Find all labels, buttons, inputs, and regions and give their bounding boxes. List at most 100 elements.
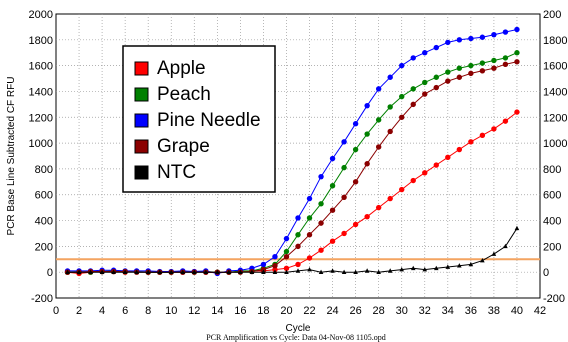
y-tick-label: 1400 [29,86,53,98]
data-point [399,62,405,69]
data-point [329,155,336,162]
data-point [468,35,474,42]
data-point [364,161,370,167]
data-point [387,195,393,202]
data-point [502,61,509,68]
data-point [514,59,520,65]
data-point [514,50,520,56]
y-tick-label-right: 200 [543,241,561,253]
data-point [387,128,393,135]
data-point [122,269,128,274]
data-point [283,253,290,260]
data-point [445,154,451,160]
data-point [410,265,416,271]
data-point [352,121,359,127]
data-point [307,267,312,272]
data-point [306,232,313,238]
data-point [456,37,463,43]
legend-swatch [134,113,149,128]
data-point [479,68,486,74]
x-tick-label: 8 [145,305,151,317]
data-point [375,204,382,211]
legend-swatch [134,61,149,76]
data-point [410,177,416,184]
data-point [491,57,497,64]
y-tick-label-right: 600 [543,190,561,202]
legend-label: Pine Needle [157,110,261,131]
data-point [180,269,186,274]
y-tick-label-right: 0 [543,267,549,279]
legend-label: NTC [157,162,196,183]
y-tick-label-right: 200 [543,9,561,21]
data-point [329,207,336,213]
data-point [456,146,463,153]
data-point [410,55,416,61]
x-tick-label: 38 [488,305,500,317]
x-tick-label: 10 [165,305,177,317]
series-line [67,228,518,273]
x-axis: 0 2 4 6 8 10 12 14 16 18 20 22 24 26 28 30 32 34 36 38 40 42 [53,305,546,317]
data-point [457,263,462,268]
data-point [318,201,324,207]
data-point [376,269,381,274]
data-point [480,257,485,263]
data-point [352,146,359,153]
x-tick-label: 36 [465,305,477,317]
x-tick-label: 2 [76,305,82,317]
y-axis-title: PCR Base Line Subtracted CF RFU [6,77,17,236]
data-point [352,179,359,185]
data-point [433,162,439,168]
data-point [422,91,428,97]
data-point [399,93,405,100]
data-point [145,269,151,274]
data-point [341,269,347,274]
data-point [284,269,289,274]
data-point [399,114,405,120]
data-point [329,182,336,189]
data-point [329,238,336,244]
data-point [410,101,416,108]
data-point [306,255,313,261]
data-point [456,65,463,71]
y-tick-label: -200 [31,293,53,305]
x-tick-label: 40 [511,305,523,317]
data-point [491,65,497,71]
y-tick-label: 1600 [29,61,53,73]
data-point [445,39,451,46]
data-point [364,131,370,137]
x-tick-label: 6 [122,305,128,317]
legend-label: Peach [157,84,211,105]
data-point [479,60,486,66]
data-point [99,269,105,274]
y-tick-label-right: 1800 [543,35,567,47]
data-point [283,265,290,272]
data-point [238,269,243,274]
data-point [364,102,370,109]
data-point [502,118,509,124]
y-tick-label-right: 400 [543,216,561,228]
chart-caption: PCR Amplification vs Cycle: Data 04-Nov-… [206,333,385,342]
data-point [76,269,82,274]
y-tick-label: 0 [47,267,53,279]
y-tick-label: 1800 [29,35,53,47]
data-point [88,269,93,274]
y-tick-label: 800 [35,164,53,176]
y-tick-label: 2000 [29,9,53,21]
data-point [168,269,174,274]
data-point [364,213,370,220]
data-point [272,253,278,260]
x-tick-label: 4 [99,305,105,317]
y-tick-label-right: 800 [543,164,561,176]
data-point [491,126,497,132]
y-tick-label: 200 [35,241,53,253]
data-point [502,29,509,35]
data-point [410,86,416,92]
data-point [341,164,347,171]
data-point [375,117,382,123]
data-point [318,269,324,274]
data-point [249,269,255,274]
data-point [503,243,508,249]
data-point [65,269,70,274]
data-point [191,269,197,274]
data-point [157,269,163,274]
